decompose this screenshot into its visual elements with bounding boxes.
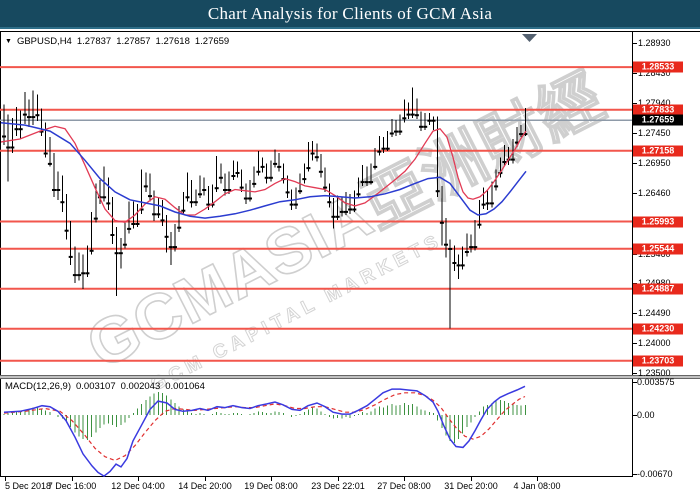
down-arrow-marker-icon[interactable] (522, 34, 537, 42)
pane-borders (0, 31, 700, 477)
candlesticks[interactable] (2, 87, 528, 329)
macd-main-line (3, 385, 526, 478)
ma-blue-line (1, 121, 527, 219)
macd-signal-line (3, 392, 526, 462)
title-bar: Chart Analysis for Clients of GCM Asia (0, 0, 700, 29)
ma-red-line (1, 125, 527, 223)
page-title: Chart Analysis for Clients of GCM Asia (207, 3, 493, 23)
pane-separator[interactable] (0, 375, 700, 379)
resistance-support-lines[interactable] (0, 66, 632, 362)
macd-plot[interactable] (3, 385, 526, 478)
axis-ticks (5, 43, 637, 481)
